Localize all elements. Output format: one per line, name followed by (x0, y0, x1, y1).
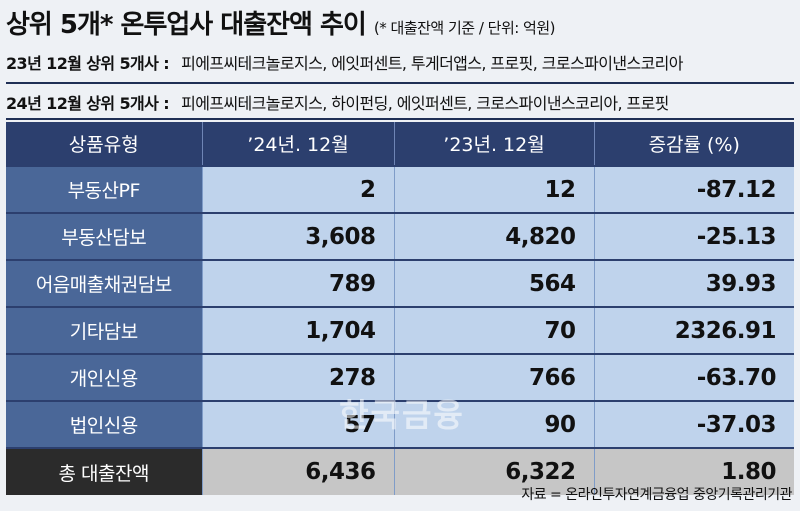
row-value-2023: 70 (393, 306, 594, 354)
row-value-2023: 766 (393, 353, 594, 401)
header-change-rate: 증감률 (%) (593, 122, 794, 166)
row-change-rate: 2326.91 (593, 306, 794, 354)
row-value-2024: 1,704 (201, 306, 394, 354)
row-value-2023: 90 (393, 400, 594, 448)
source-note: 자료 = 온라인투자연계금융업 중앙기록관리기관 (521, 487, 792, 503)
table-row: 기타담보 1,704 70 2326.91 (6, 306, 794, 354)
page-title: 상위 5개* 온투업사 대출잔액 추이 (6, 10, 367, 40)
watermark-logo: 한국금융 (339, 396, 465, 434)
total-value-2024: 6,436 (201, 447, 394, 495)
header-2024-dec: ’24년. 12월 (201, 122, 394, 166)
table-total-row: 총 대출잔액 6,436 6,322 1.80 (6, 447, 794, 495)
row-change-rate: -37.03 (593, 400, 794, 448)
total-label: 총 대출잔액 (6, 447, 202, 495)
info-value: 피에프씨테크놀로지스, 하이펀딩, 에잇퍼센트, 크로스파이낸스코리아, 프로핏 (181, 94, 669, 113)
info-line-2023: 23년 12월 상위 5개사 : 피에프씨테크놀로지스, 에잇퍼센트, 투게더앱… (6, 46, 794, 78)
row-value-2024: 789 (201, 259, 394, 307)
table-row: 개인신용 278 766 -63.70 (6, 353, 794, 401)
header-2023-dec: ’23년. 12월 (393, 122, 594, 166)
title-row: 상위 5개* 온투업사 대출잔액 추이 (* 대출잔액 기준 / 단위: 억원) (6, 4, 794, 44)
table-row: 어음매출채권담보 789 564 39.93 (6, 259, 794, 307)
page-subtitle: (* 대출잔액 기준 / 단위: 억원) (373, 19, 556, 37)
row-value-2024: 57 (201, 400, 394, 448)
row-change-rate: -87.12 (593, 165, 794, 213)
row-category: 기타담보 (6, 306, 202, 354)
info-line-2024: 24년 12월 상위 5개사 : 피에프씨테크놀로지스, 하이펀딩, 에잇퍼센트… (6, 86, 794, 118)
row-change-rate: -63.70 (593, 353, 794, 401)
info-label: 23년 12월 상위 5개사 : (6, 54, 170, 73)
row-category: 법인신용 (6, 400, 202, 448)
row-value-2024: 3,608 (201, 212, 394, 260)
total-change-rate: 1.80 (593, 447, 794, 495)
header-product-type: 상품유형 (6, 122, 202, 166)
total-value-2023: 6,322 (393, 447, 594, 495)
row-category: 어음매출채권담보 (6, 259, 202, 307)
loan-balance-table: 상품유형 ’24년. 12월 ’23년. 12월 증감률 (%) 부동산PF 2… (6, 122, 794, 495)
table-row: 부동산PF 2 12 -87.12 (6, 165, 794, 213)
row-value-2023: 12 (393, 165, 594, 213)
row-value-2023: 4,820 (393, 212, 594, 260)
divider (6, 118, 794, 120)
divider (6, 82, 794, 84)
table-header-row: 상품유형 ’24년. 12월 ’23년. 12월 증감률 (%) (6, 122, 794, 166)
row-change-rate: -25.13 (593, 212, 794, 260)
table-row: 법인신용 57 90 -37.03 (6, 400, 794, 448)
info-label: 24년 12월 상위 5개사 : (6, 94, 170, 113)
table-row: 부동산담보 3,608 4,820 -25.13 (6, 212, 794, 260)
row-category: 부동산담보 (6, 212, 202, 260)
row-value-2023: 564 (393, 259, 594, 307)
row-category: 부동산PF (6, 165, 202, 213)
row-value-2024: 278 (201, 353, 394, 401)
row-value-2024: 2 (201, 165, 394, 213)
row-category: 개인신용 (6, 353, 202, 401)
row-change-rate: 39.93 (593, 259, 794, 307)
info-value: 피에프씨테크놀로지스, 에잇퍼센트, 투게더앱스, 프로핏, 크로스파이낸스코리… (181, 54, 683, 73)
